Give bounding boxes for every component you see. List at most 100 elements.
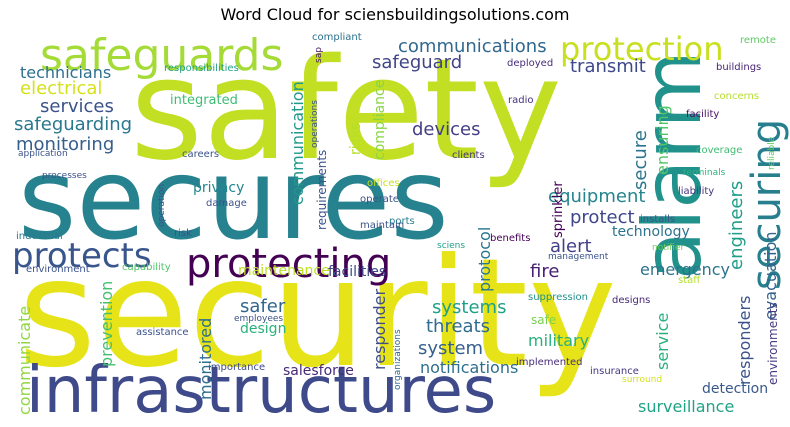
word-service: service bbox=[653, 313, 672, 370]
word-alert: alert bbox=[550, 236, 592, 257]
word-offices: offices bbox=[367, 178, 400, 189]
word-infrastructures: infrastructures bbox=[26, 354, 496, 427]
word-surround: surround bbox=[622, 375, 662, 385]
word-suppression: suppression bbox=[528, 292, 588, 303]
word-equipment: equipment bbox=[548, 186, 645, 207]
word-benefits: benefits bbox=[490, 233, 530, 244]
word-sciens: sciens bbox=[437, 241, 465, 251]
word-protecting: protecting bbox=[186, 241, 391, 287]
word-insurance: insurance bbox=[590, 366, 639, 377]
word-ports: ports bbox=[389, 216, 415, 227]
word-processes: processes bbox=[42, 171, 87, 181]
word-technicians: technicians bbox=[20, 63, 111, 82]
word-designs: designs bbox=[612, 295, 650, 306]
word-staff: staff bbox=[678, 275, 701, 286]
word-protocol: protocol bbox=[475, 227, 494, 292]
word-operation: operation bbox=[157, 184, 167, 227]
word-electrical: electrical bbox=[20, 78, 102, 99]
word-communicate: communicate bbox=[15, 306, 34, 415]
word-installs: installs bbox=[640, 214, 675, 225]
word-privacy: privacy bbox=[193, 180, 244, 196]
word-risks: risks bbox=[348, 123, 364, 155]
word-terminals: terminals bbox=[683, 168, 726, 178]
word-assistance: assistance bbox=[136, 327, 189, 338]
word-threats: threats bbox=[426, 316, 490, 337]
word-application: application bbox=[18, 149, 68, 159]
word-buildings: buildings bbox=[716, 62, 761, 73]
word-protect: protect bbox=[570, 207, 635, 228]
word-secure: secure bbox=[630, 130, 651, 190]
word-safety: safety bbox=[130, 30, 562, 192]
word-remote: remote bbox=[740, 35, 776, 46]
word-responder: responder bbox=[370, 289, 389, 370]
word-facilities: facilities bbox=[328, 264, 386, 280]
word-salesforce: salesforce bbox=[283, 363, 354, 379]
word-compliant: compliant bbox=[312, 32, 362, 43]
word-evacuation: evacuation bbox=[761, 231, 780, 320]
word-monitored: monitored bbox=[196, 318, 215, 400]
word-emergency: emergency bbox=[640, 260, 730, 279]
word-maintain: maintain bbox=[360, 220, 404, 231]
word-safeguards: safeguards bbox=[40, 30, 283, 81]
word-transmit: transmit bbox=[570, 56, 646, 77]
word-monitoring: monitoring bbox=[16, 134, 114, 155]
word-notifications: notifications bbox=[420, 358, 518, 377]
word-safe: safe bbox=[531, 313, 556, 327]
word-safer: safer bbox=[240, 296, 286, 317]
chart-title: Word Cloud for sciensbuildingsolutions.c… bbox=[220, 5, 570, 24]
word-technology: technology bbox=[612, 224, 690, 240]
word-maintenance: maintenance bbox=[238, 263, 330, 279]
word-requirements: requirements bbox=[315, 150, 329, 230]
word-environments: environments bbox=[766, 302, 780, 385]
word-employees: employees bbox=[234, 314, 283, 324]
word-sprinkler: sprinkler bbox=[551, 181, 566, 238]
word-implemented: implemented bbox=[516, 357, 582, 368]
word-careers: careers bbox=[182, 149, 219, 160]
word-coverage: coverage bbox=[696, 145, 742, 156]
word-military: military bbox=[528, 331, 589, 350]
word-security: security bbox=[18, 227, 617, 401]
word-protects: protects bbox=[12, 236, 152, 276]
word-damage: damage bbox=[206, 198, 247, 209]
word-environment: environment bbox=[26, 264, 90, 275]
word-facility: facility bbox=[686, 109, 719, 120]
word-engineers: engineers bbox=[726, 181, 747, 270]
word-prevention: prevention bbox=[97, 281, 116, 367]
word-communication: communication bbox=[288, 81, 307, 205]
word-securing: securing bbox=[744, 119, 790, 290]
word-importance: importance bbox=[208, 362, 265, 373]
word-risk: risk bbox=[174, 228, 192, 239]
word-systems: systems bbox=[432, 297, 506, 318]
word-responders: responders bbox=[735, 296, 754, 385]
word-devices: devices bbox=[412, 119, 481, 140]
word-protection: protection bbox=[560, 30, 723, 68]
word-operate: operate bbox=[360, 194, 399, 205]
word-compliance: compliance bbox=[372, 80, 388, 160]
word-liability: liability bbox=[678, 186, 714, 197]
word-surveillance: surveillance bbox=[638, 397, 734, 416]
word-sap: sap bbox=[314, 47, 324, 63]
word-services: services bbox=[40, 96, 114, 117]
word-responsibilities: responsibilities bbox=[164, 63, 239, 74]
word-system: system bbox=[418, 338, 483, 359]
word-operations: operations bbox=[310, 100, 320, 148]
word-reliable: reliable bbox=[767, 136, 777, 170]
word-notifier: notifier bbox=[652, 243, 684, 253]
word-detection: detection bbox=[702, 381, 768, 397]
word-safeguard: safeguard bbox=[372, 52, 462, 73]
word-radio: radio bbox=[508, 95, 533, 106]
word-alarm: alarm bbox=[626, 50, 719, 280]
word-cloud: security secures safety infrastructures prot… bbox=[0, 30, 790, 427]
word-fire: fire bbox=[530, 261, 559, 282]
word-capability: capability bbox=[122, 262, 171, 273]
word-ensuring: ensuring bbox=[653, 105, 672, 175]
word-secures: secures bbox=[18, 135, 449, 265]
word-clients: clients bbox=[452, 150, 485, 161]
word-deployed: deployed bbox=[507, 58, 553, 69]
word-management: management bbox=[548, 252, 609, 262]
word-concerns: concerns bbox=[714, 91, 759, 102]
word-communications: communications bbox=[398, 36, 547, 57]
word-integrated: integrated bbox=[170, 93, 238, 108]
word-industrial: industrial bbox=[16, 231, 63, 242]
